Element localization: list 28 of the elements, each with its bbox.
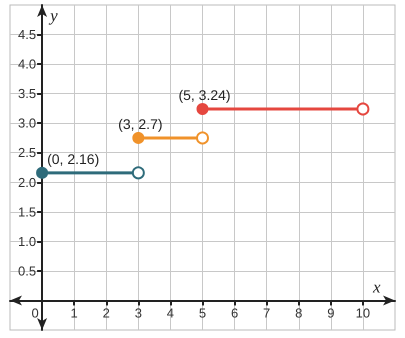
x-tick-label: 0	[31, 305, 39, 320]
y-tick-label: 2.5	[18, 145, 36, 160]
x-tick-label: 3	[134, 305, 142, 320]
x-axis-title: x	[372, 277, 381, 296]
annotation: (3, 2.7)	[118, 116, 163, 132]
y-tick-label: 2.0	[18, 174, 36, 190]
x-tick-label: 2	[102, 305, 110, 320]
y-axis-title: y	[48, 6, 58, 25]
x-tick-label: 4	[166, 305, 174, 320]
point	[132, 132, 144, 144]
x-tick-label: 1	[70, 305, 78, 320]
y-tick-label: 1.5	[18, 204, 36, 220]
y-tick-label: 0.5	[18, 263, 36, 278]
y-tick-label: 3.0	[18, 116, 36, 131]
y-tick-label: 4.0	[18, 56, 36, 72]
y-tick-label: 4.5	[18, 27, 36, 42]
annotation: (5, 3.24)	[178, 87, 231, 103]
x-tick-label: 9	[327, 305, 334, 320]
y-tick-label: 1.0	[18, 234, 36, 249]
x-tick-label: 8	[295, 305, 302, 320]
x-tick-label: 5	[198, 305, 206, 320]
point	[196, 103, 208, 115]
annotation: (0, 2.16)	[47, 150, 100, 167]
x-tick-label: 10	[356, 305, 370, 320]
x-tick-label: 7	[263, 305, 270, 320]
point	[36, 166, 48, 179]
x-tick-label: 6	[230, 305, 238, 320]
y-tick-label: 3.5	[18, 86, 36, 102]
